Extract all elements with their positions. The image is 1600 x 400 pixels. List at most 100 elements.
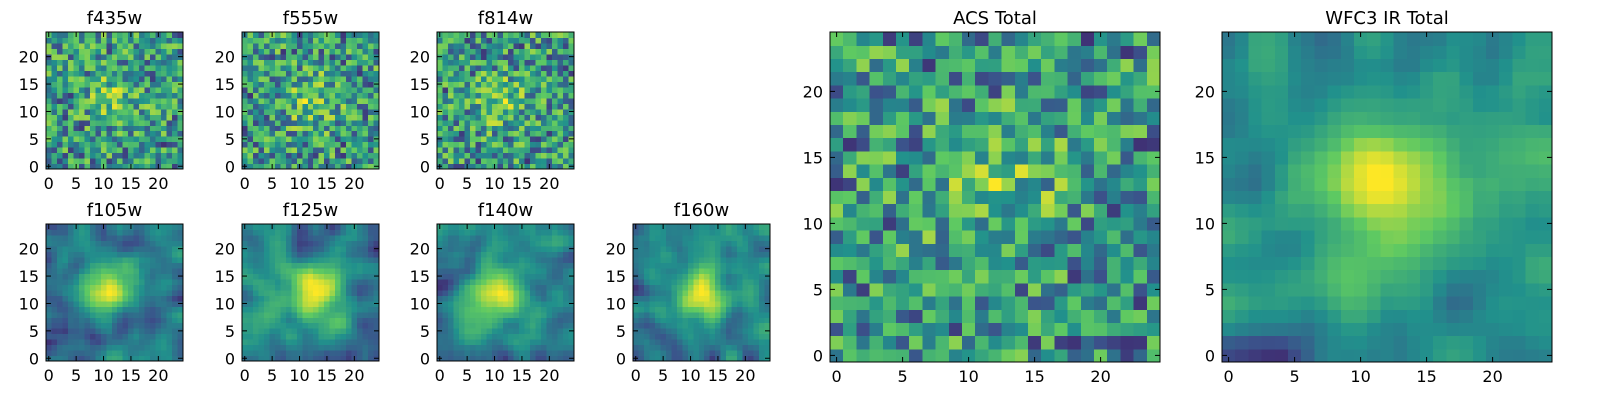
heatmap-cell <box>128 267 135 274</box>
heatmap-cell <box>742 306 749 313</box>
heatmap-cell <box>665 224 672 231</box>
heatmap-cells <box>46 224 184 362</box>
heatmap-cell <box>346 350 353 357</box>
heatmap-cell <box>307 344 314 351</box>
heatmap-cell <box>748 256 755 263</box>
heatmap-cell <box>660 339 667 346</box>
heatmap-cell <box>62 240 69 247</box>
heatmap-cell <box>491 251 498 258</box>
heatmap-cell <box>150 125 157 132</box>
heatmap-cell <box>161 75 168 82</box>
heatmap-cell <box>67 289 74 296</box>
heatmap-cell <box>480 300 487 307</box>
heatmap-cell <box>830 282 844 297</box>
heatmap-cell <box>748 284 755 291</box>
heatmap-cell <box>252 119 260 126</box>
heatmap-cell <box>709 284 716 291</box>
heatmap-cell <box>89 92 96 99</box>
heatmap-cell <box>307 147 314 154</box>
heatmap-cell <box>258 289 265 296</box>
heatmap-cell <box>464 136 471 143</box>
heatmap-cell <box>458 86 465 93</box>
heatmap-cell <box>709 273 716 280</box>
heatmap-cell <box>242 42 249 50</box>
heatmap-cell <box>252 322 260 329</box>
heatmap-cell <box>1107 190 1121 205</box>
heatmap-cell <box>285 234 292 242</box>
heatmap-cell <box>988 256 1003 271</box>
heatmap-cell <box>280 240 287 247</box>
x-tick-label: 5 <box>462 366 472 385</box>
heatmap-cell <box>687 350 694 357</box>
heatmap-cell <box>263 339 270 346</box>
heatmap-cell <box>541 278 548 285</box>
heatmap-cell <box>568 152 575 159</box>
heatmap-cell <box>660 322 667 329</box>
heatmap-cell <box>530 344 537 351</box>
heatmap-cell <box>247 103 254 110</box>
heatmap-cell <box>546 125 553 132</box>
heatmap-cell <box>252 350 260 357</box>
heatmap-cell <box>302 114 309 121</box>
heatmap-cell <box>247 328 254 335</box>
heatmap-cell <box>464 48 471 55</box>
heatmap-cell <box>313 147 320 154</box>
heatmap-cell <box>280 81 287 88</box>
heatmap-cell <box>269 81 276 88</box>
heatmap-cell <box>497 289 504 296</box>
heatmap-cell <box>535 262 542 269</box>
heatmap-cell <box>447 234 455 242</box>
heatmap-cell <box>329 64 336 71</box>
heatmap-cell <box>530 125 537 132</box>
heatmap-cell <box>764 267 771 274</box>
heatmap-cell <box>480 75 487 82</box>
heatmap-cell <box>242 240 249 247</box>
heatmap-cell <box>285 256 292 263</box>
heatmap-cell <box>480 284 487 291</box>
heatmap-cell <box>335 339 342 346</box>
heatmap-cell <box>660 240 667 247</box>
heatmap-cell <box>346 152 353 159</box>
heatmap-cell <box>133 86 140 93</box>
heatmap-cell <box>497 53 504 60</box>
heatmap-cell <box>497 114 504 121</box>
heatmap-cell <box>258 333 265 340</box>
heatmap-cell <box>1133 243 1148 257</box>
heatmap-cell <box>62 229 69 236</box>
heatmap-cell <box>340 114 347 121</box>
heatmap-cell <box>442 328 449 335</box>
heatmap-cell <box>665 240 672 247</box>
heatmap-cell <box>139 224 146 231</box>
heatmap-cell <box>106 86 113 93</box>
heatmap-cell <box>362 136 369 143</box>
heatmap-cell <box>753 273 760 280</box>
heatmap-cell <box>313 333 320 340</box>
heatmap-cell <box>95 262 102 269</box>
heatmap-cell <box>486 158 493 165</box>
heatmap-cell <box>437 350 444 357</box>
heatmap-cell <box>357 53 364 60</box>
heatmap-cell <box>508 48 515 55</box>
heatmap-cell <box>139 295 146 302</box>
heatmap-cell <box>274 262 281 269</box>
heatmap-cell <box>1146 177 1161 191</box>
heatmap-cell <box>568 224 575 231</box>
heatmap-cell <box>843 348 857 363</box>
heatmap-cell <box>535 267 542 274</box>
heatmap-cell <box>258 234 265 242</box>
heatmap-cell <box>313 284 320 291</box>
heatmap-cell <box>122 37 129 44</box>
heatmap-cell <box>726 284 733 291</box>
heatmap-cell <box>269 273 276 280</box>
heatmap-cell <box>502 119 509 126</box>
heatmap-cell <box>111 234 118 242</box>
heatmap-cell <box>62 97 69 104</box>
heatmap-cell <box>111 147 118 154</box>
heatmap-cell <box>437 306 444 313</box>
heatmap-cell <box>530 136 537 143</box>
heatmap-cell <box>368 64 375 71</box>
heatmap-cell <box>715 339 722 346</box>
heatmap-cell <box>285 130 292 137</box>
heatmap-cell <box>502 141 509 148</box>
heatmap-cell <box>676 289 683 296</box>
